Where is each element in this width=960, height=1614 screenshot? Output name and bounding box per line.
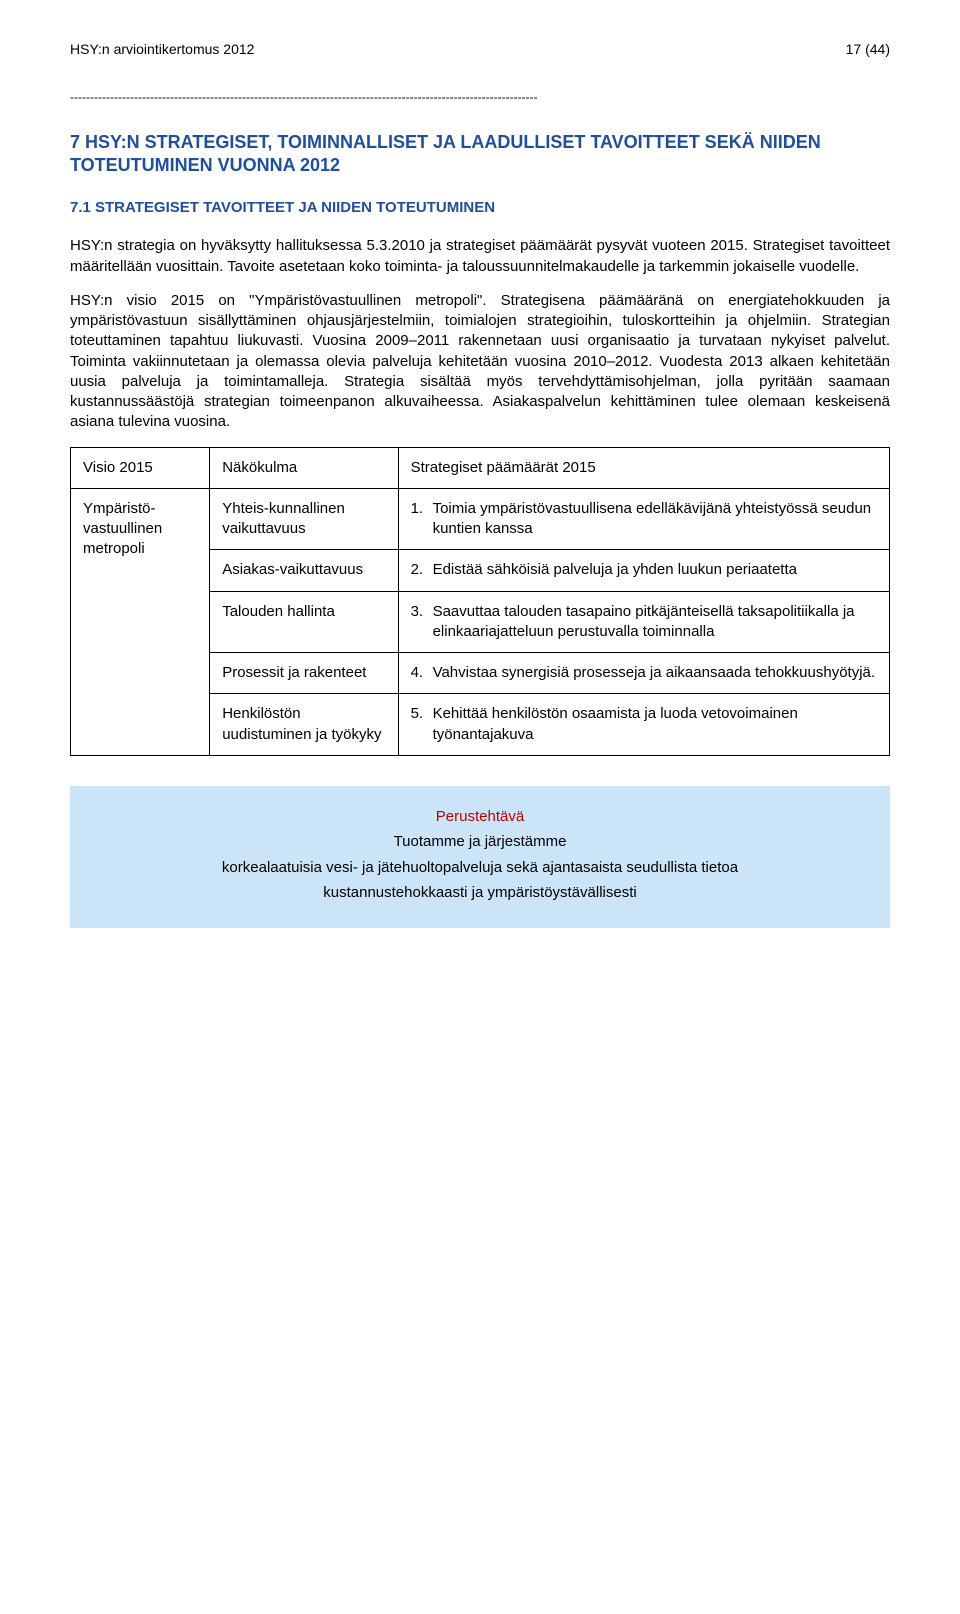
- goal-text: Toimia ympäristövastuullisena edelläkävi…: [433, 499, 877, 540]
- strategy-table: Visio 2015 Näkökulma Strategiset päämäär…: [70, 447, 890, 756]
- cell-perspective: Asiakas-vaikuttavuus: [210, 550, 398, 591]
- mission-block: Perustehtävä Tuotamme ja järjestämme kor…: [70, 786, 890, 928]
- goal-text: Edistää sähköisiä palveluja ja yhden luu…: [433, 560, 877, 580]
- cell-perspective: Prosessit ja rakenteet: [210, 653, 398, 694]
- table-row: Ympäristö-vastuullinen metropoli Yhteis-…: [71, 488, 890, 550]
- col-header-vision: Visio 2015: [71, 447, 210, 488]
- cell-perspective: Yhteis-kunnallinen vaikuttavuus: [210, 488, 398, 550]
- cell-perspective: Talouden hallinta: [210, 591, 398, 653]
- goal-number: 1.: [411, 499, 433, 540]
- goal-number: 3.: [411, 602, 433, 643]
- paragraph-1: HSY:n strategia on hyväksytty hallitukse…: [70, 236, 890, 277]
- cell-goal: 1. Toimia ympäristövastuullisena edelläk…: [398, 488, 889, 550]
- goal-number: 2.: [411, 560, 433, 580]
- mission-line-2: korkealaatuisia vesi- ja jätehuoltopalve…: [90, 855, 870, 881]
- separator-line: ----------------------------------------…: [70, 89, 890, 105]
- cell-goal: 5. Kehittää henkilöstön osaamista ja luo…: [398, 694, 889, 756]
- goal-text: Vahvistaa synergisiä prosesseja ja aikaa…: [433, 663, 877, 683]
- goal-text: Saavuttaa talouden tasapaino pitkäjäntei…: [433, 602, 877, 643]
- header-right: 17 (44): [846, 40, 890, 59]
- mission-line-1: Tuotamme ja järjestämme: [90, 829, 870, 855]
- goal-number: 4.: [411, 663, 433, 683]
- goal-number: 5.: [411, 704, 433, 745]
- table-header-row: Visio 2015 Näkökulma Strategiset päämäär…: [71, 447, 890, 488]
- section-heading-7-1: 7.1 STRATEGISET TAVOITTEET JA NIIDEN TOT…: [70, 198, 890, 218]
- mission-line-3: kustannustehokkaasti ja ympäristöystäväl…: [90, 880, 870, 906]
- cell-goal: 3. Saavuttaa talouden tasapaino pitkäjän…: [398, 591, 889, 653]
- col-header-goals: Strategiset päämäärät 2015: [398, 447, 889, 488]
- mission-title: Perustehtävä: [90, 804, 870, 830]
- cell-vision: Ympäristö-vastuullinen metropoli: [71, 488, 210, 755]
- cell-goal: 2. Edistää sähköisiä palveluja ja yhden …: [398, 550, 889, 591]
- goal-text: Kehittää henkilöstön osaamista ja luoda …: [433, 704, 877, 745]
- section-heading-7: 7 HSY:N STRATEGISET, TOIMINNALLISET JA L…: [70, 131, 890, 176]
- cell-goal: 4. Vahvistaa synergisiä prosesseja ja ai…: [398, 653, 889, 694]
- cell-perspective: Henkilöstön uudistuminen ja työkyky: [210, 694, 398, 756]
- paragraph-2: HSY:n visio 2015 on "Ympäristövastuullin…: [70, 291, 890, 433]
- page-header: HSY:n arviointikertomus 2012 17 (44): [70, 40, 890, 59]
- col-header-perspective: Näkökulma: [210, 447, 398, 488]
- header-left: HSY:n arviointikertomus 2012: [70, 40, 254, 59]
